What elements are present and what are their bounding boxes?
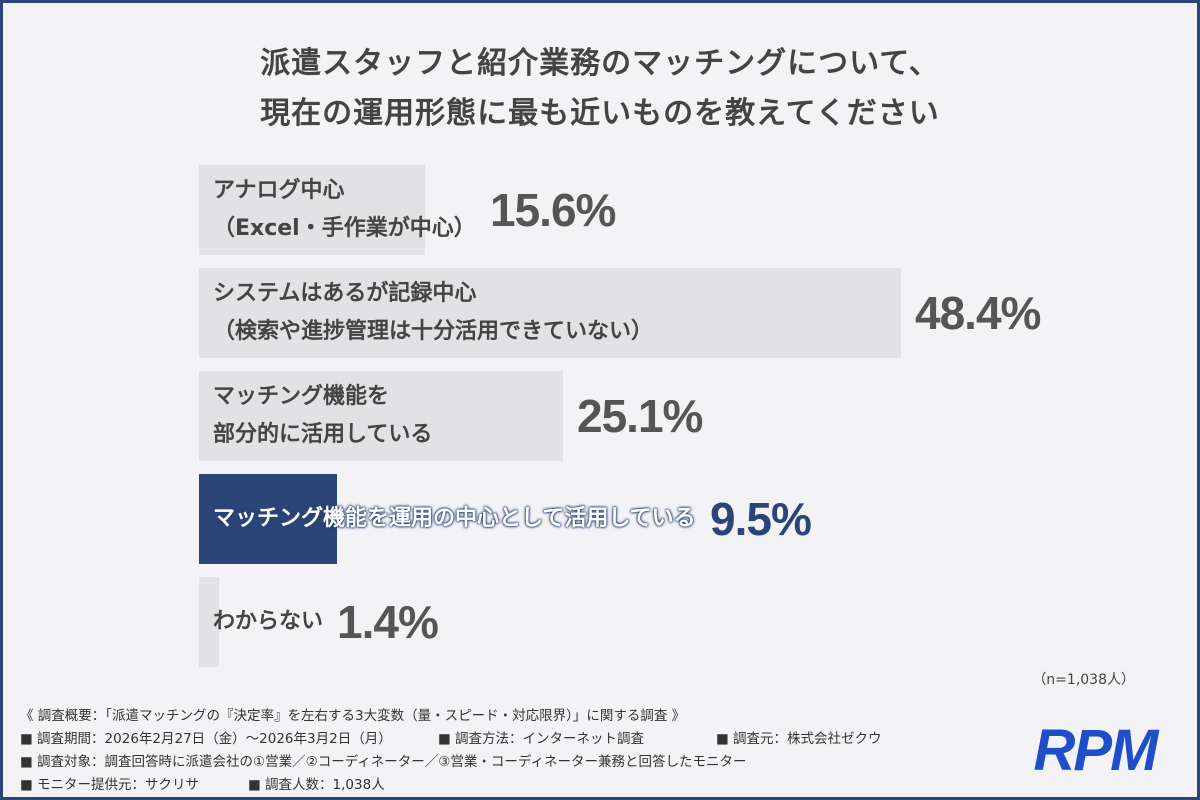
- bar-label-line: アナログ中心: [213, 178, 345, 203]
- value-label-3: 25.1%: [577, 390, 703, 442]
- bar-label-line: わからない: [213, 609, 324, 634]
- bar-label-1: アナログ中心 （Excel・手作業が中心）: [213, 172, 476, 248]
- bar-2: [199, 268, 901, 358]
- survey-summary: 《 調査概要：「派遣マッチングの『決定率』を左右する3大変数（量・スピード・対応…: [20, 708, 686, 724]
- bar-label-3: マッチング機能を部分的に活用している: [213, 378, 432, 454]
- sample-size-note: （n=1,038人）: [1032, 672, 1135, 688]
- bar-label-line: マッチング機能を: [213, 384, 390, 409]
- value-label-5: 1.4%: [337, 596, 439, 648]
- bar-4: [199, 474, 337, 564]
- survey-target: ■ 調査対象：調査回答時に派遣会社の①営業／②コーディネーター／③営業・コーディ…: [20, 754, 747, 770]
- bar-5: [199, 577, 219, 667]
- bar-label-line: 部分的に活用している: [213, 422, 433, 447]
- survey-organizer: ■ 調査元：株式会社ゼクウ: [716, 731, 882, 747]
- survey-period: ■ 調査期間：2026年2月27日（金）〜2026年3月2日（月）: [20, 731, 392, 747]
- survey-meta-row-2: ■ モニター提供元：サクリサ ■ 調査人数：1,038人: [20, 774, 980, 797]
- value-label-4: 9.5%: [710, 493, 812, 545]
- bar-1: [199, 165, 425, 255]
- bar-3: [199, 371, 563, 461]
- bar-label-2: システムはあるが記録中心 （検索や進捗管理は十分活用できていない）: [213, 275, 653, 351]
- bar-label-4: マッチング機能を運用の中心として活用している: [213, 500, 696, 538]
- value-label-1: 15.6%: [490, 184, 616, 236]
- rpm-logo: RPM: [1034, 720, 1163, 782]
- bar-chart: アナログ中心 （Excel・手作業が中心） 15.6% システムはあるが記録中心 （検索…: [3, 3, 1197, 703]
- bar-label-line: システムはあるが記録中心: [213, 281, 477, 306]
- bar-label-line: マッチング機能を運用の中心として活用している: [213, 506, 696, 531]
- chart-title: 派遣スタッフと紹介業務のマッチングについて、 現在の運用形態に最も近いものを教え…: [3, 39, 1197, 139]
- chart-title-line-2: 現在の運用形態に最も近いものを教えてください: [260, 96, 940, 131]
- survey-meta-row-1: ■ 調査期間：2026年2月27日（金）〜2026年3月2日（月） ■ 調査方法：…: [20, 728, 980, 751]
- bar-label-line: （Excel・手作業が中心）: [213, 216, 476, 241]
- survey-method: ■ 調査方法：インターネット調査: [438, 731, 645, 747]
- monitor-provider: ■ モニター提供元：サクリサ: [20, 777, 200, 793]
- rpm-logo-text: RPM: [1034, 720, 1161, 782]
- bar-label-line: （検索や進捗管理は十分活用できていない）: [213, 319, 654, 344]
- bar-label-5: わからない: [213, 603, 323, 641]
- chart-title-line-1: 派遣スタッフと紹介業務のマッチングについて、: [260, 46, 940, 81]
- value-label-2: 48.4%: [915, 287, 1041, 339]
- survey-footer: 《 調査概要：「派遣マッチングの『決定率』を左右する3大変数（量・スピード・対応…: [20, 705, 980, 797]
- respondent-count: ■ 調査人数：1,038人: [248, 777, 385, 793]
